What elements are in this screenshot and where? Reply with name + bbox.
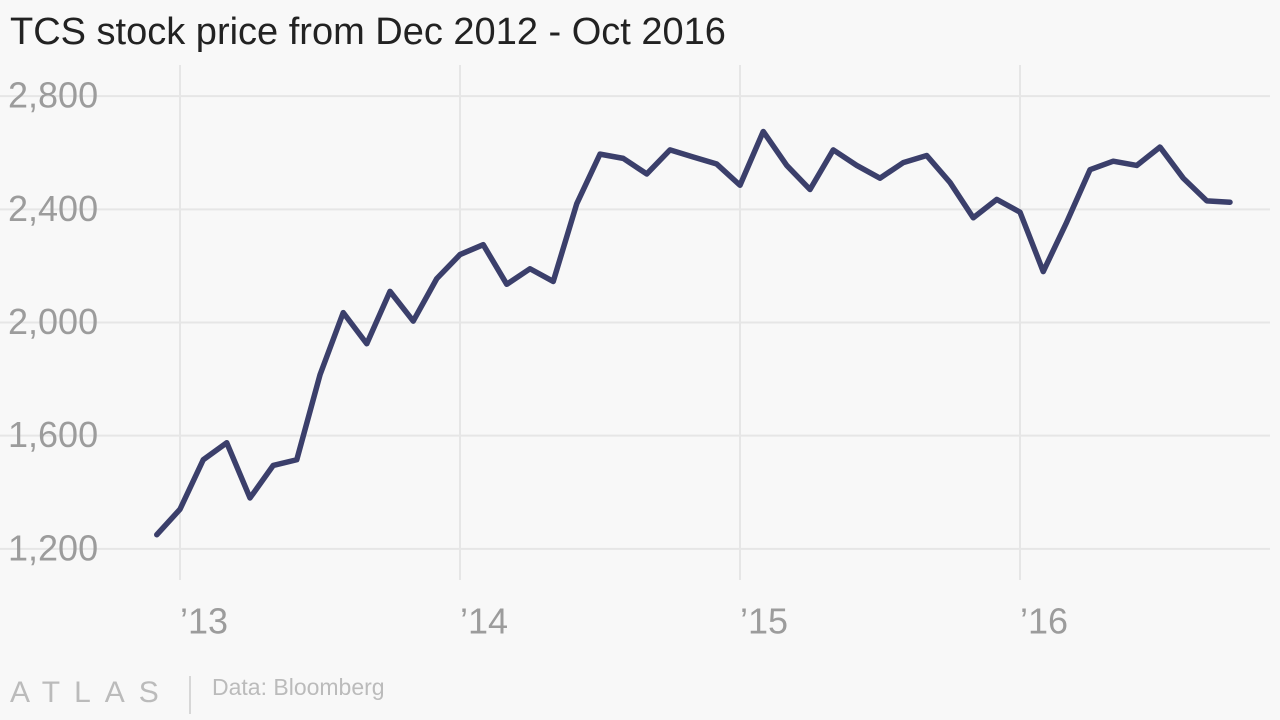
y-tick-label: 2,400 <box>8 188 98 229</box>
chart-title: TCS stock price from Dec 2012 - Oct 2016 <box>10 11 726 53</box>
x-tick-label: ’14 <box>460 601 508 642</box>
x-tick-label: ’15 <box>740 601 788 642</box>
line <box>154 128 1233 538</box>
y-tick-label: 1,600 <box>8 414 98 455</box>
brand: ATLAS <box>10 676 173 709</box>
x-tick-label: ’13 <box>180 601 228 642</box>
y-tick-label: 2,000 <box>8 301 98 342</box>
y-tick-label: 2,800 <box>8 75 98 116</box>
source: Data: Bloomberg <box>212 674 385 700</box>
x-tick-label: ’16 <box>1020 601 1068 642</box>
y-tick-label: 1,200 <box>8 527 98 568</box>
